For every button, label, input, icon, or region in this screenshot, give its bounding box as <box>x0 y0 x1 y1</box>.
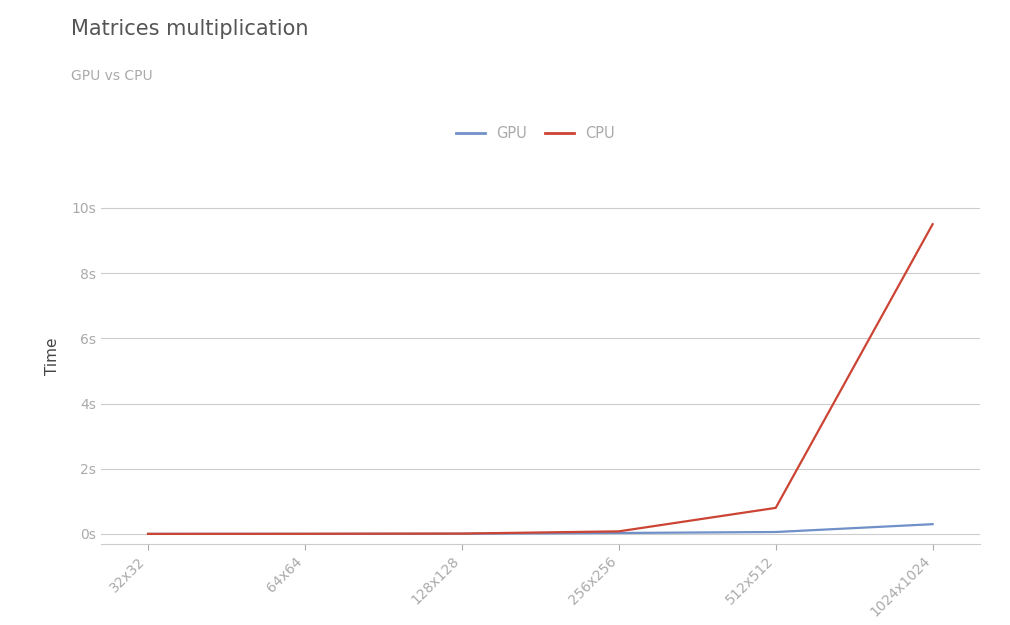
Legend: GPU, CPU: GPU, CPU <box>449 120 621 146</box>
Text: GPU vs CPU: GPU vs CPU <box>71 69 153 82</box>
Y-axis label: Time: Time <box>45 338 61 375</box>
Text: Matrices multiplication: Matrices multiplication <box>71 19 308 39</box>
